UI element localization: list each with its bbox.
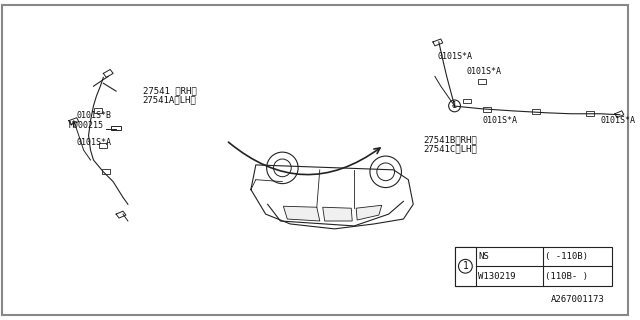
Text: (110B- ): (110B- ) xyxy=(545,272,588,281)
Text: M000215: M000215 xyxy=(69,121,104,130)
Text: 0101S*B: 0101S*B xyxy=(77,111,112,120)
Bar xyxy=(454,247,476,286)
Bar xyxy=(454,247,612,286)
Text: A267001173: A267001173 xyxy=(551,295,605,304)
Bar xyxy=(478,79,486,84)
Text: 1: 1 xyxy=(452,101,457,110)
Text: 27541B〈RH〉: 27541B〈RH〉 xyxy=(423,136,477,145)
Bar xyxy=(102,169,110,174)
Bar xyxy=(586,111,595,116)
Circle shape xyxy=(458,260,472,273)
Bar xyxy=(532,109,540,114)
Circle shape xyxy=(449,100,460,112)
Text: 0101S*A: 0101S*A xyxy=(438,52,473,61)
Bar xyxy=(99,143,108,148)
Polygon shape xyxy=(323,207,352,221)
Text: ( -110B): ( -110B) xyxy=(545,252,588,261)
Bar xyxy=(95,108,102,113)
Text: 27541A〈LH〉: 27541A〈LH〉 xyxy=(143,95,196,105)
Polygon shape xyxy=(356,205,381,220)
Text: NS: NS xyxy=(478,252,489,261)
Text: 27541C〈LH〉: 27541C〈LH〉 xyxy=(423,145,477,154)
Text: 0101S*A: 0101S*A xyxy=(467,67,501,76)
Text: W130219: W130219 xyxy=(478,272,516,281)
Bar xyxy=(111,125,121,131)
Text: 0101S*A: 0101S*A xyxy=(600,116,635,125)
Text: 27541 〈RH〉: 27541 〈RH〉 xyxy=(143,87,196,96)
Bar xyxy=(463,99,471,103)
Bar xyxy=(483,108,491,112)
Text: 0101S*A: 0101S*A xyxy=(482,116,517,125)
Text: 1: 1 xyxy=(463,261,468,271)
Text: 0101S*A: 0101S*A xyxy=(77,138,112,147)
Polygon shape xyxy=(284,206,320,221)
